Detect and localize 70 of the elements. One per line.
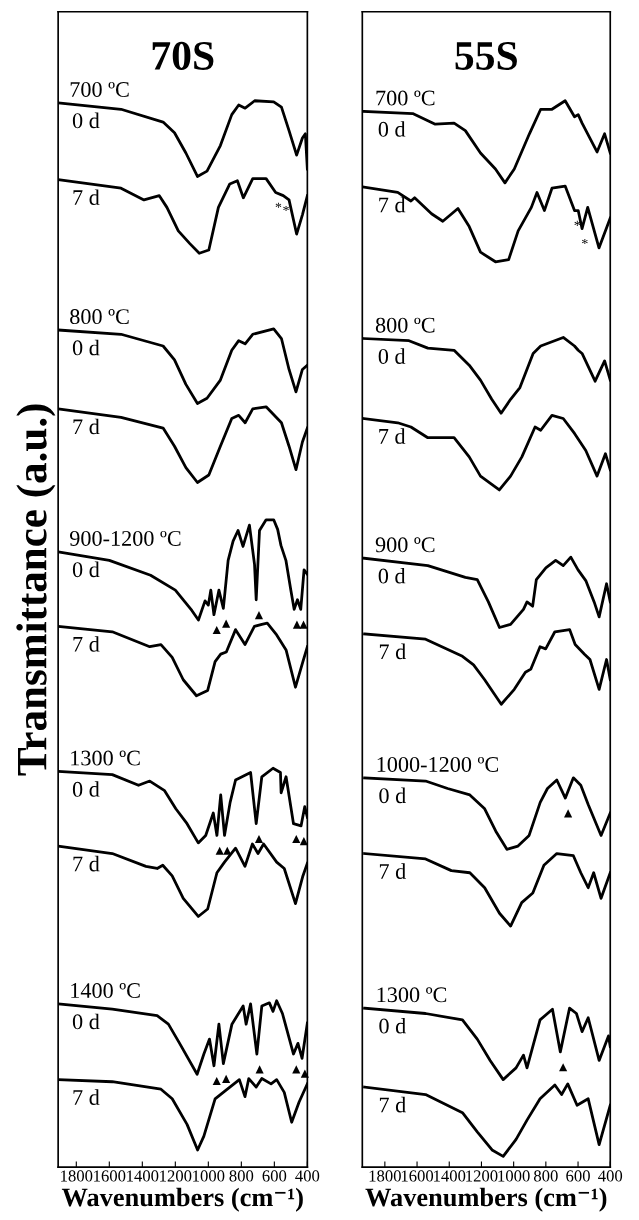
annotation: ▲ [292,834,301,844]
x-tick-label: 1000 [193,1170,225,1182]
chart-title: 55S [455,41,517,70]
series-label: 7 d [73,189,100,206]
series-label: 7 d [379,196,406,213]
annotation: ▲ [564,809,573,818]
x-tick-label: 1200 [160,1170,192,1182]
annotation: ▲ [254,611,264,620]
annotation: * [283,205,289,212]
annotation: * [582,238,588,245]
annotation: ▲ [255,1065,264,1074]
x-tick-label: 1600 [401,1170,434,1182]
annotation: ▲ [299,620,308,629]
annotation: ▲ [292,620,301,629]
x-tick-label: 800 [533,1170,558,1182]
annotation: ▲ [299,837,308,846]
annotation: ▲ [559,1063,568,1072]
y-axis-title: Transmittance (a.u.) [16,404,56,776]
annotation: 800 ºC [70,309,129,325]
annotation: 1000-1200 ºC [377,756,499,772]
annotation: * [275,202,282,208]
series-label: 7 d [379,863,406,879]
annotation: ▲ [254,834,264,844]
series-label: 7 d [379,643,406,660]
x-tick-label: 600 [262,1170,287,1182]
annotation: ▲ [215,846,224,855]
x-tick-label: 1000 [498,1170,530,1182]
series-label: 7 d [73,418,100,435]
annotation: 800 ºC [375,317,435,333]
x-tick-label: 800 [229,1170,254,1182]
annotation: * [574,220,581,226]
series-label: 0 d [72,781,100,797]
series-label: 0 d [72,1013,100,1030]
series-label: 0 d [379,1017,406,1034]
annotation: ▲ [222,619,231,628]
annotation: 1400 ºC [71,983,140,998]
series-label: 0 d [378,567,406,584]
series-label: 7 d [73,1089,100,1105]
annotation: 1300 ºC [71,750,140,766]
annotation: ▲ [212,1076,221,1086]
x-tick-label: 400 [598,1170,623,1182]
series-label: 0 d [72,112,100,129]
series-label: 7 d [73,636,100,652]
annotation: 1300 ºC [377,987,447,1003]
annotation: ▲ [222,1074,231,1083]
x-tick-label: 1200 [466,1170,498,1182]
x-tick-label: 1400 [434,1170,466,1182]
series-label: 0 d [378,348,406,364]
series-label: 7 d [379,428,406,444]
series-label: 0 d [72,561,100,578]
annotation: 900-1200 ºC [69,530,181,546]
chart-title: 70S [152,41,214,70]
series-label: 0 d [379,787,406,804]
x-tick-label: 400 [295,1170,320,1182]
x-tick-label: 1400 [127,1170,159,1182]
annotation: 900 ºC [375,537,435,553]
annotation: ▲ [292,1065,301,1074]
x-tick-label: 1800 [369,1170,401,1182]
x-axis-title: Wavenumbers (cm⁻¹) [61,1187,303,1212]
x-tick-label: 600 [566,1170,590,1182]
series-label: 7 d [73,855,100,872]
x-tick-label: 1600 [94,1170,126,1182]
text: 700 ºC [70,81,129,97]
annotation: 700 ºC [376,90,435,106]
x-tick-label: 1800 [61,1170,93,1182]
series-label: 0 d [378,121,406,137]
series-label: 0 d [72,339,100,356]
x-axis-title: Wavenumbers (cm⁻¹) [365,1187,607,1212]
annotation: ▲ [212,625,221,635]
series-label: 7 d [379,1096,406,1113]
